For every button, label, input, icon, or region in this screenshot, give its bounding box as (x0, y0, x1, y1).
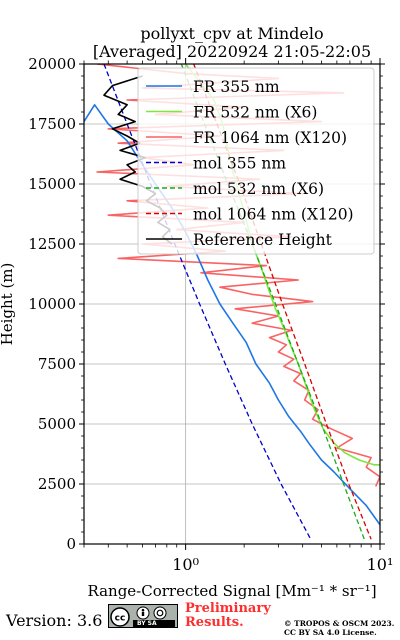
preliminary-notice: Preliminary Results. (185, 602, 271, 630)
legend-label-fr-355-nm: FR 355 nm (193, 78, 280, 96)
series-line-mol-532-nm-x6 (180, 64, 365, 540)
x-axis-label: Range-Corrected Signal [Mm⁻¹ * sr⁻¹] (87, 582, 376, 600)
series-line-mol-355-nm (103, 64, 312, 540)
svg-text:cc: cc (115, 614, 126, 624)
copyright-line1: © TROPOS & OSCM 2023. (284, 619, 395, 628)
y-tick-label: 10000 (28, 295, 76, 313)
legend-label-fr-532-nm-x6: FR 532 nm (X6) (193, 104, 317, 122)
y-tick-label: 0 (66, 535, 76, 553)
x-tick-label: 10⁰ (172, 555, 199, 574)
y-tick-label: 15000 (28, 175, 76, 193)
legend-label-reference-height: Reference Height (193, 231, 333, 249)
chart-title: pollyxt_cpv at Mindelo (140, 24, 323, 43)
legend-label-mol-532-nm-x6: mol 532 nm (X6) (193, 180, 324, 198)
cc-logo-icon: cc (110, 606, 175, 628)
y-tick-label: 2500 (38, 475, 76, 493)
series-line-fr-1064-nm-x120 (96, 64, 380, 487)
chart-subtitle: [Averaged] 20220924 21:05-22:05 (93, 42, 371, 61)
y-axis-label: Height (m) (0, 263, 16, 346)
cc-license-badge: cc BY SA (108, 604, 178, 628)
y-tick-label: 20000 (28, 55, 76, 73)
legend-label-fr-1064-nm-x120: FR 1064 nm (X120) (193, 129, 347, 147)
y-tick-label: 12500 (28, 235, 76, 253)
copyright-notice: © TROPOS & OSCM 2023. CC BY SA 4.0 Licen… (284, 619, 394, 637)
legend-label-mol-355-nm: mol 355 nm (193, 155, 286, 173)
chart: pollyxt_cpv at Mindelo [Averaged] 202209… (0, 24, 393, 600)
axes: 0 2500 5000 7500 10000 12500 15000 17500 20000 10… (28, 55, 393, 574)
y-tick-label: 7500 (38, 355, 76, 373)
x-tick-label: 10¹ (367, 555, 394, 574)
y-tick-label: 5000 (38, 415, 76, 433)
preliminary-line1: Preliminary (185, 601, 271, 616)
version-label: Version: 3.6 (6, 611, 103, 630)
legend: FR 355 nm FR 532 nm (X6) FR 1064 nm (X120)… (137, 67, 375, 255)
legend-box (137, 67, 375, 255)
series-line-mol-1064-nm-x120 (193, 64, 372, 540)
preliminary-line2: Results. (185, 615, 244, 630)
legend-label-mol-1064-nm-x120: mol 1064 nm (X120) (193, 206, 354, 224)
legend-items: FR 355 nm FR 532 nm (X6) FR 1064 nm (X120)… (146, 78, 354, 249)
cc-badge-text: BY SA (137, 620, 157, 627)
y-tick-label: 17500 (28, 115, 76, 133)
copyright-line2: CC BY SA 4.0 License. (284, 628, 377, 637)
